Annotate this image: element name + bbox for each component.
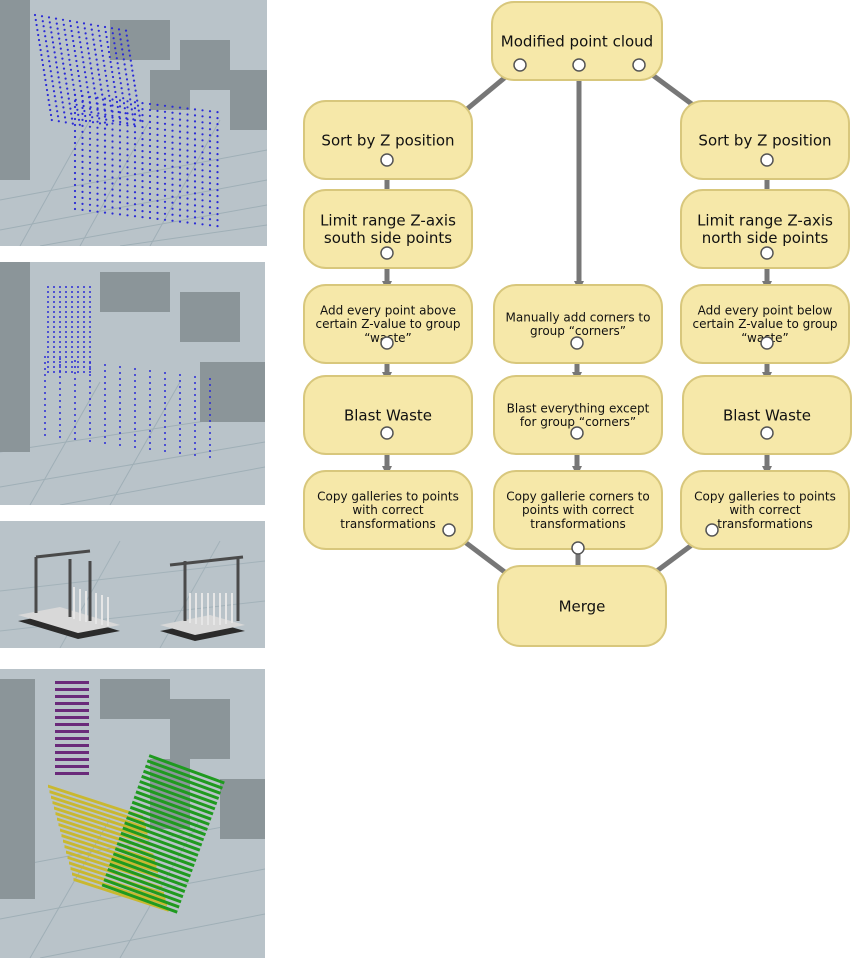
node-label-line: Limit range Z-axis: [320, 212, 456, 230]
gallery-stack-green: [101, 754, 225, 914]
connector-port: [705, 523, 719, 537]
node-label-line: Blast everything except: [507, 401, 650, 415]
node-label-line: Merge: [559, 597, 606, 615]
node-sort-by-z-left: Sort by Z position: [303, 100, 473, 180]
node-modified-point-cloud: Modified point cloud: [491, 1, 663, 81]
node-label-line: for group “corners”: [520, 415, 636, 429]
node-label-line: Blast Waste: [344, 406, 432, 424]
connector-port: [380, 336, 394, 350]
node-label-line: north side points: [702, 229, 829, 247]
node-blast-waste-left: Blast Waste: [303, 375, 473, 455]
node-label-line: Limit range Z-axis: [697, 212, 833, 230]
gallery-stack-purple: [55, 681, 89, 775]
node-label-line: transformations: [717, 517, 812, 531]
node-merge: Merge: [497, 565, 667, 647]
connector-port: [632, 58, 646, 72]
connector-port: [571, 541, 585, 555]
node-label-line: transformations: [530, 517, 625, 531]
connector-port: [442, 523, 456, 537]
node-label-line: group “corners”: [530, 324, 626, 338]
gallery-model-corner: [18, 549, 120, 639]
viewport-point-cloud-dense: [0, 0, 267, 246]
node-label-line: with correct: [352, 503, 424, 517]
connector-port: [760, 153, 774, 167]
node-label-line: Add every point above: [320, 303, 456, 317]
node-label-line: south side points: [324, 229, 452, 247]
viewport-galleries-result: [0, 669, 265, 958]
connector-port: [760, 336, 774, 350]
node-label-line: Sort by Z position: [698, 131, 831, 149]
connector-port: [570, 336, 584, 350]
gallery-model-straight: [160, 555, 245, 641]
node-label-line: certain Z-value to group: [315, 317, 460, 331]
node-label-line: Copy galleries to points: [694, 489, 836, 503]
node-label-line: Copy gallerie corners to: [506, 489, 649, 503]
node-label-line: Modified point cloud: [501, 32, 653, 50]
connector-port: [760, 426, 774, 440]
connector-port: [380, 153, 394, 167]
point-cloud-points: [44, 286, 211, 458]
node-label-line: Manually add corners to: [506, 310, 651, 324]
connector-port: [380, 246, 394, 260]
node-label-line: Sort by Z position: [321, 131, 454, 149]
node-label-line: points with correct: [522, 503, 634, 517]
node-label-line: certain Z-value to group: [692, 317, 837, 331]
viewport-gallery-models: [0, 521, 265, 648]
node-label-line: Add every point below: [698, 303, 833, 317]
connector-port: [513, 58, 527, 72]
node-sort-by-z-right: Sort by Z position: [680, 100, 850, 180]
point-cloud-points: [33, 13, 219, 228]
connector-port: [380, 426, 394, 440]
viewport-point-cloud-sparse: [0, 262, 265, 505]
connector-ports: [380, 58, 774, 555]
node-label-line: Blast Waste: [723, 406, 811, 424]
node-blast-waste-right: Blast Waste: [682, 375, 852, 455]
connector-port: [570, 426, 584, 440]
node-label-line: Copy galleries to points: [317, 489, 459, 503]
node-label-line: transformations: [340, 517, 435, 531]
connector-port: [760, 246, 774, 260]
node-label-line: with correct: [729, 503, 801, 517]
connector-port: [572, 58, 586, 72]
